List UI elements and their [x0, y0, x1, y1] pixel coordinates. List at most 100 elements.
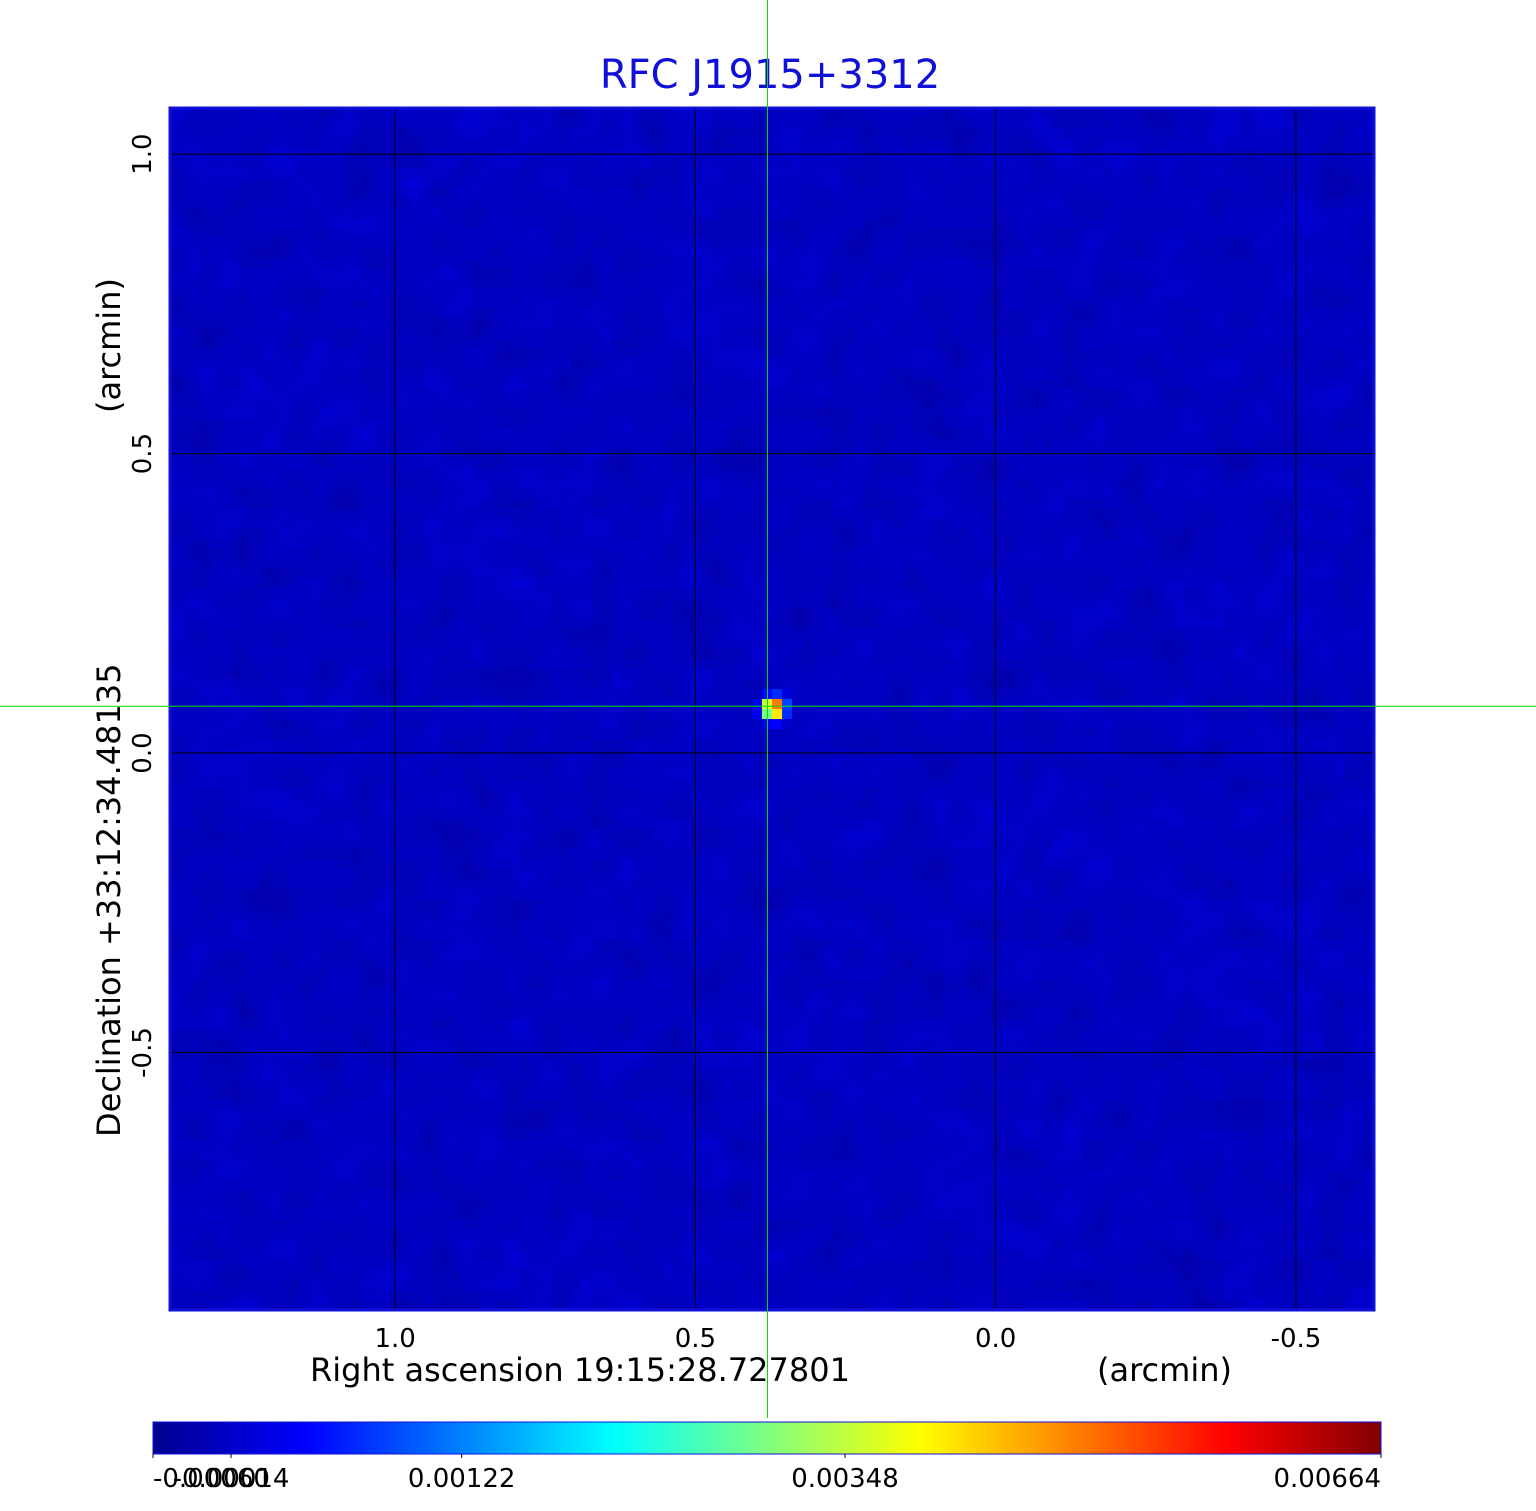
heatmap-cell: [481, 208, 492, 219]
heatmap-cell: [210, 218, 221, 229]
heatmap-cell: [1223, 158, 1235, 169]
heatmap-cell: [621, 458, 633, 470]
heatmap-cell: [822, 168, 833, 179]
heatmap-cell: [1183, 498, 1194, 510]
heatmap-cell: [450, 428, 462, 440]
heatmap-cell: [1213, 198, 1225, 209]
heatmap-cell: [430, 238, 442, 249]
heatmap-cell: [1133, 398, 1144, 410]
heatmap-cell: [982, 128, 994, 139]
heatmap-cell: [691, 258, 703, 269]
heatmap-cell: [1223, 318, 1235, 329]
heatmap-cell: [1203, 188, 1215, 199]
heatmap-cell: [902, 188, 914, 199]
heatmap-cell: [982, 178, 994, 189]
heatmap-cell: [330, 328, 342, 339]
heatmap-cell: [731, 338, 743, 349]
heatmap-cell: [220, 198, 231, 209]
heatmap-cell: [751, 268, 763, 279]
heatmap-cell: [280, 218, 291, 229]
heatmap-cell: [541, 258, 552, 269]
heatmap-cell: [1283, 318, 1295, 329]
heatmap-cell: [782, 218, 793, 229]
heatmap-cell: [330, 258, 342, 269]
heatmap-cell: [601, 348, 613, 360]
heatmap-cell: [1293, 318, 1305, 329]
heatmap-cell: [541, 518, 552, 530]
heatmap-cell: [1093, 108, 1104, 119]
heatmap-cell: [430, 148, 442, 159]
heatmap-cell: [992, 458, 1004, 470]
heatmap-cell: [250, 128, 261, 139]
heatmap-cell: [1073, 258, 1084, 269]
heatmap-cell: [260, 398, 271, 410]
heatmap-cell: [842, 188, 853, 199]
heatmap-cell: [521, 398, 532, 410]
heatmap-cell: [571, 378, 582, 390]
heatmap-cell: [210, 308, 221, 319]
heatmap-cell: [631, 408, 643, 420]
heatmap-cell: [902, 228, 914, 239]
heatmap-cell: [1083, 398, 1094, 410]
heatmap-cell: [1042, 208, 1054, 219]
heatmap-cell: [1083, 338, 1094, 349]
heatmap-cell: [862, 288, 873, 299]
heatmap-cell: [932, 338, 944, 349]
heatmap-cell: [420, 178, 432, 189]
heatmap-cell: [912, 278, 924, 289]
heatmap-cell: [380, 148, 392, 159]
heatmap-cell: [1103, 188, 1114, 199]
heatmap-cell: [460, 228, 472, 239]
heatmap-cell: [1263, 308, 1275, 319]
heatmap-cell: [310, 468, 322, 480]
heatmap-cell: [430, 338, 442, 349]
heatmap-cell: [310, 408, 322, 420]
heatmap-cell: [922, 168, 934, 179]
heatmap-cell: [862, 488, 873, 500]
heatmap-cell: [1283, 198, 1295, 209]
heatmap-cell: [170, 108, 181, 119]
heatmap-cell: [902, 278, 914, 289]
heatmap-cell: [922, 298, 934, 309]
heatmap-cell: [751, 458, 763, 470]
heatmap-cell: [440, 488, 452, 500]
heatmap-cell: [410, 198, 422, 209]
heatmap-cell: [902, 458, 914, 470]
heatmap-cell: [741, 498, 753, 510]
heatmap-cell: [842, 108, 853, 119]
heatmap-cell: [942, 228, 954, 239]
heatmap-cell: [661, 188, 673, 199]
heatmap-cell: [290, 258, 302, 269]
heatmap-cell: [471, 258, 482, 269]
heatmap-cell: [1002, 268, 1014, 279]
heatmap-cell: [501, 148, 512, 159]
heatmap-cell: [511, 518, 522, 530]
heatmap-cell: [872, 138, 883, 149]
heatmap-cell: [1093, 438, 1104, 450]
heatmap-cell: [772, 248, 783, 259]
heatmap-cell: [1083, 438, 1094, 450]
heatmap-cell: [360, 288, 372, 299]
heatmap-cell: [741, 138, 753, 149]
heatmap-cell: [992, 268, 1004, 279]
heatmap-cell: [481, 478, 492, 490]
heatmap-cell: [410, 378, 422, 390]
heatmap-cell: [982, 188, 994, 199]
heatmap-cell: [1193, 488, 1205, 500]
heatmap-cell: [992, 198, 1004, 209]
heatmap-cell: [832, 388, 843, 400]
heatmap-cell: [822, 288, 833, 299]
heatmap-cell: [1173, 508, 1184, 520]
heatmap-cell: [1203, 308, 1215, 319]
heatmap-cell: [551, 388, 562, 400]
heatmap-cell: [982, 488, 994, 500]
heatmap-cell: [471, 518, 482, 530]
heatmap-cell: [430, 158, 442, 169]
heatmap-cell: [1012, 188, 1024, 199]
heatmap-cell: [731, 288, 743, 299]
heatmap-cell: [1062, 288, 1074, 299]
heatmap-cell: [1062, 458, 1074, 470]
heatmap-cell: [220, 208, 231, 219]
heatmap-cell: [1012, 308, 1024, 319]
heatmap-cell: [1273, 158, 1285, 169]
